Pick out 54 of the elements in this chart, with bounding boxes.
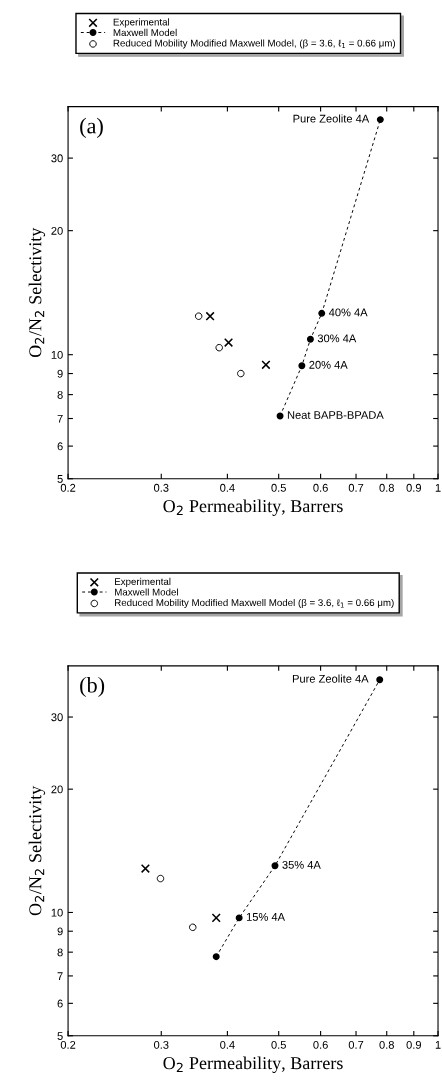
x-tick-label: 0.6 xyxy=(313,483,328,492)
y-tick-label: 6 xyxy=(57,999,63,1008)
annotation: Neat BAPB-BPADA xyxy=(287,411,384,419)
x-tick-label: 0.2 xyxy=(60,483,76,492)
y-tick-label: 5 xyxy=(57,475,63,483)
annotation: Pure Zeolite 4A xyxy=(292,674,369,683)
x-tick-label: 0.8 xyxy=(379,1040,394,1049)
x-tick-label: 0.6 xyxy=(313,1040,328,1049)
x-tick-label: 0.9 xyxy=(406,1040,421,1049)
y-tick-label: 5 xyxy=(57,1032,63,1040)
x-tick-label: 0.3 xyxy=(153,1040,169,1049)
x-tick-label: 0.4 xyxy=(220,1040,235,1049)
annotation: (b) xyxy=(80,676,105,698)
legend-label: Reduced Mobility Modified Maxwell Model (β = 3.6, ℓ$_{1}$ = 0.66 μm) xyxy=(115,598,394,608)
legend-label: Maxwell Model xyxy=(115,588,178,596)
y-tick-label: 30 xyxy=(51,713,63,722)
y-tick-label: 10 xyxy=(51,908,63,917)
annotation: Pure Zeolite 4A xyxy=(293,114,370,123)
annotation: 40% 4A xyxy=(328,308,368,317)
x-axis-title: O$_{2}$ Permeability, Barrers xyxy=(163,499,343,516)
annotation: (a) xyxy=(80,117,103,138)
x-tick-label: 1 xyxy=(435,483,441,492)
legend-label: Experimental xyxy=(115,577,171,587)
x-tick-label: 0.8 xyxy=(379,483,394,492)
legend-label: Experimental xyxy=(113,18,170,28)
y-tick-label: 10 xyxy=(51,350,63,359)
x-tick-label: 0.3 xyxy=(153,483,169,492)
x-tick-label: 0.2 xyxy=(60,1040,76,1049)
x-axis-title: O$_{2}$ Permeability, Barrers xyxy=(163,1056,343,1073)
y-tick-label: 9 xyxy=(57,927,63,936)
y-axis-title: O$_{2}$/N$_{2}$ Selectivity xyxy=(28,227,46,358)
annotation: 30% 4A xyxy=(317,334,357,343)
y-tick-label: 8 xyxy=(57,948,63,957)
x-tick-label: 0.7 xyxy=(348,1040,364,1049)
annotation: 15% 4A xyxy=(246,913,285,921)
y-tick-label: 20 xyxy=(51,785,63,794)
y-tick-label: 30 xyxy=(51,154,63,163)
x-tick-label: 0.7 xyxy=(348,483,364,492)
annotation: 35% 4A xyxy=(282,860,321,869)
x-tick-label: 0.4 xyxy=(220,483,235,492)
annotation: 20% 4A xyxy=(309,360,348,369)
legend-label: Maxwell Model xyxy=(113,28,177,37)
y-tick-label: 20 xyxy=(51,226,63,235)
y-axis-title: O$_{2}$/N$_{2}$ Selectivity xyxy=(28,785,46,916)
x-tick-label: 0.5 xyxy=(271,1040,286,1049)
x-tick-label: 0.9 xyxy=(406,483,421,492)
x-tick-label: 1 xyxy=(435,1041,441,1049)
legend-label: Reduced Mobility Modified Maxwell Model, (β = 3.6, ℓ$_{1}$ = 0.66 μm) xyxy=(113,39,396,49)
y-tick-label: 9 xyxy=(57,369,63,378)
y-tick-label: 7 xyxy=(57,972,63,980)
y-tick-label: 7 xyxy=(57,414,63,423)
x-tick-label: 0.5 xyxy=(271,483,286,492)
y-tick-label: 6 xyxy=(57,442,63,451)
y-tick-label: 8 xyxy=(57,390,63,399)
